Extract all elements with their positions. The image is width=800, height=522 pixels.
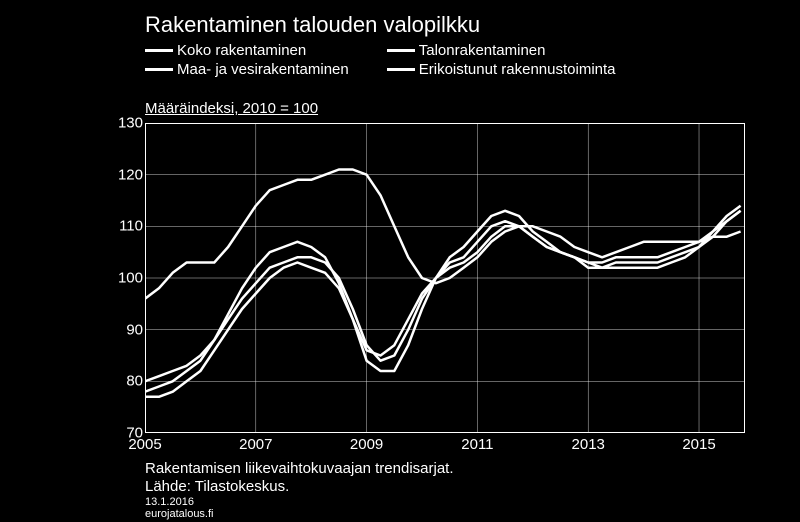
- x-tick-label: 2009: [350, 436, 383, 453]
- y-tick-label: 120: [105, 166, 143, 183]
- chart-title: Rakentaminen talouden valopilkku: [145, 12, 480, 38]
- legend-label: Koko rakentaminen: [177, 42, 306, 59]
- legend-swatch-icon: [145, 49, 173, 52]
- footnote-site: eurojatalous.fi: [145, 508, 214, 520]
- legend-item: Talonrakentaminen: [387, 42, 616, 59]
- series-line-talon: [145, 206, 741, 392]
- y-axis: 708090100110120130: [105, 123, 143, 433]
- footnote: Rakentamisen liikevaihtokuvaajan trendis…: [145, 460, 454, 477]
- series-line-maa: [145, 170, 741, 299]
- legend-swatch-icon: [145, 68, 173, 71]
- y-tick-label: 110: [105, 218, 143, 235]
- legend-item: Maa- ja vesirakentaminen: [145, 61, 349, 78]
- x-tick-label: 2005: [128, 436, 161, 453]
- y-tick-label: 100: [105, 270, 143, 287]
- legend: Koko rakentaminen Talonrakentaminen Maa-…: [145, 42, 616, 78]
- legend-item: Erikoistunut rakennustoiminta: [387, 61, 616, 78]
- legend-label: Maa- ja vesirakentaminen: [177, 61, 349, 78]
- x-axis: 200520072009201120132015: [145, 436, 745, 456]
- plot-area: [145, 123, 745, 433]
- y-tick-label: 90: [105, 321, 143, 338]
- x-tick-label: 2011: [461, 436, 493, 453]
- footnote-date: 13.1.2016: [145, 496, 194, 508]
- y-tick-label: 80: [105, 373, 143, 390]
- y-tick-label: 130: [105, 115, 143, 132]
- legend-label: Erikoistunut rakennustoiminta: [419, 61, 616, 78]
- footnote-source: Lähde: Tilastokeskus.: [145, 478, 289, 495]
- legend-swatch-icon: [387, 49, 415, 52]
- legend-label: Talonrakentaminen: [419, 42, 546, 59]
- x-tick-label: 2013: [572, 436, 605, 453]
- line-chart-svg: [145, 123, 745, 433]
- x-tick-label: 2015: [682, 436, 715, 453]
- legend-item: Koko rakentaminen: [145, 42, 349, 59]
- x-tick-label: 2007: [239, 436, 272, 453]
- legend-swatch-icon: [387, 68, 415, 71]
- chart-subtitle: Määräindeksi, 2010 = 100: [145, 100, 318, 117]
